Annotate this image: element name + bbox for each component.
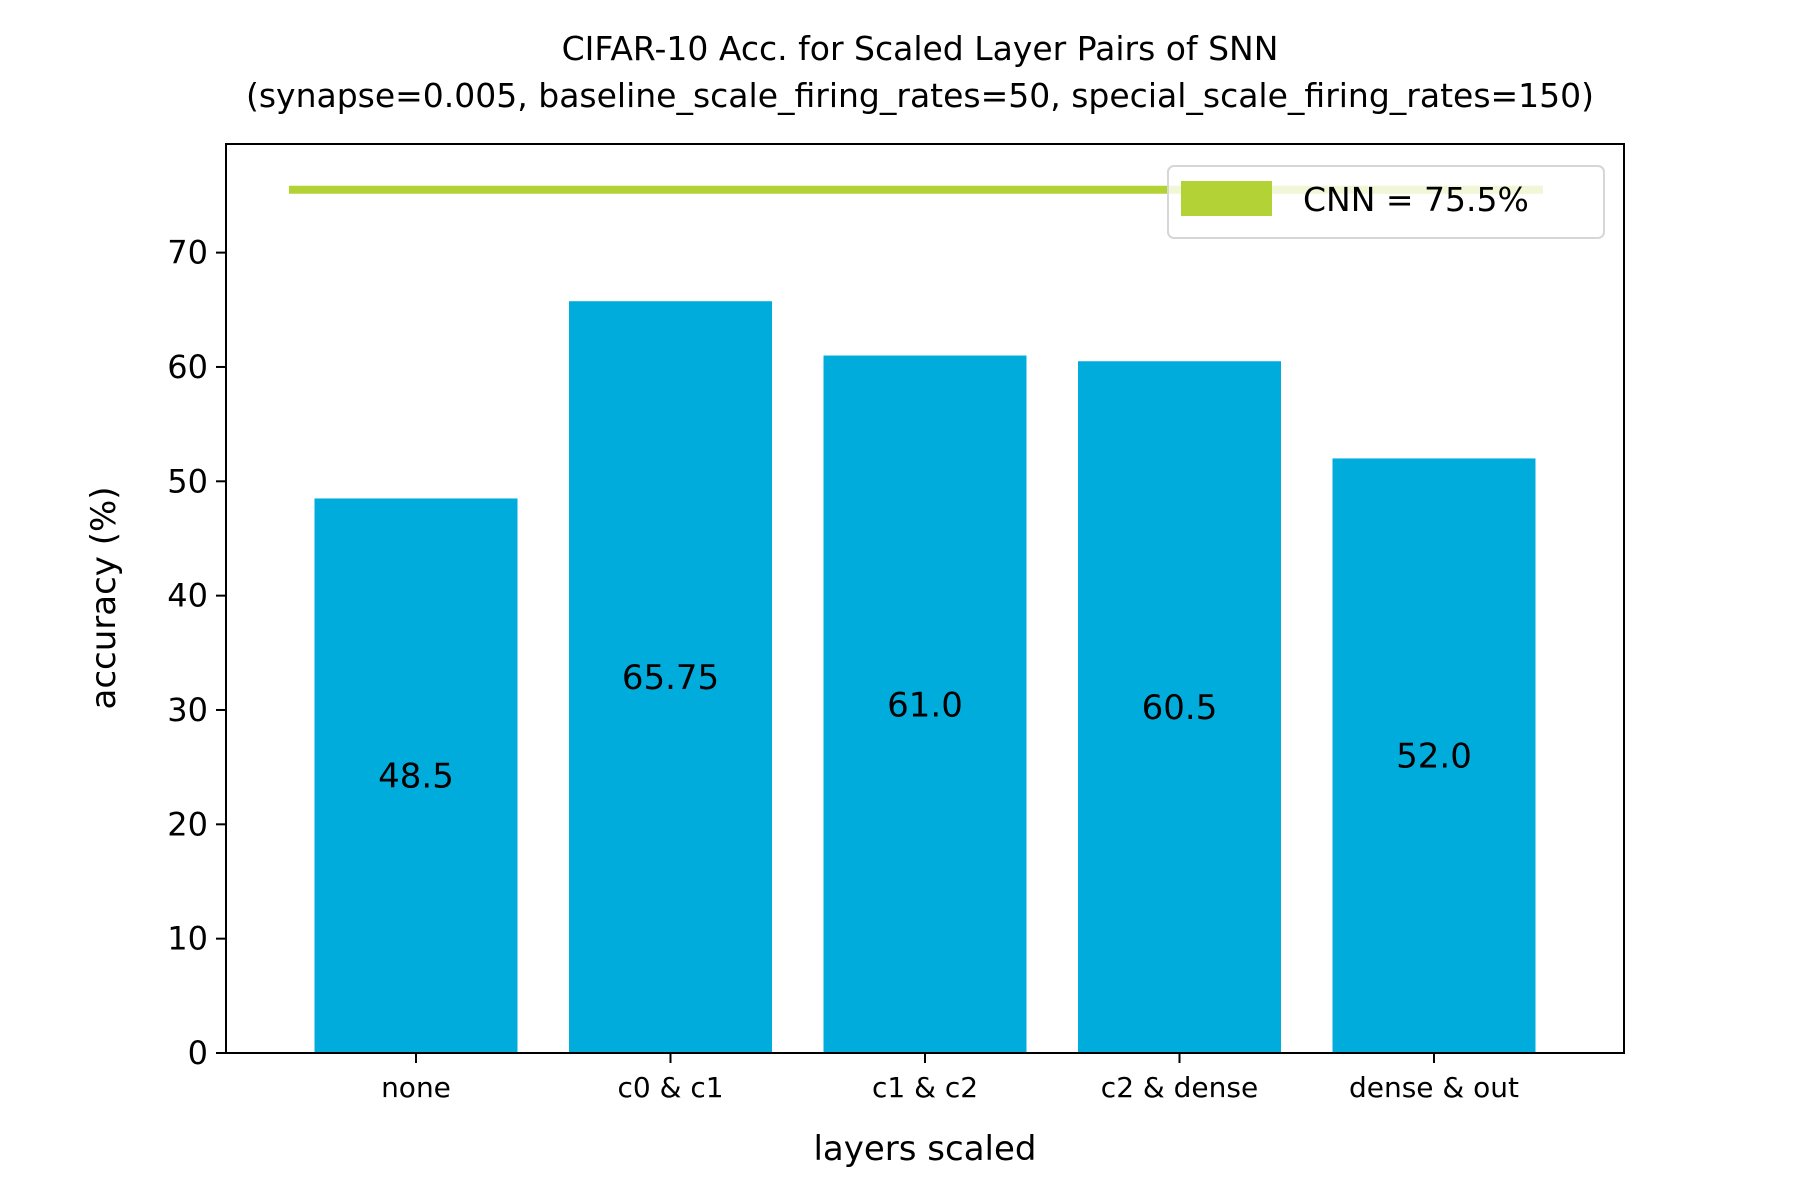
x-axis-label: layers scaled xyxy=(813,1129,1036,1169)
bar-3 xyxy=(823,355,1027,1053)
x-tick-label: c1 & c2 xyxy=(872,1071,978,1104)
y-tick-label: 0 xyxy=(188,1034,208,1072)
x-tick-label: c0 & c1 xyxy=(617,1071,723,1104)
bar-value-label: 52.0 xyxy=(1396,737,1472,777)
legend-entry-label: CNN = 75.5% xyxy=(1303,180,1529,219)
legend-box xyxy=(1167,165,1605,239)
y-tick-label: 70 xyxy=(167,234,208,272)
bar-4 xyxy=(1078,361,1281,1054)
y-tick-label: 50 xyxy=(167,462,208,500)
x-tick-label: dense & out xyxy=(1349,1071,1519,1104)
legend-swatch xyxy=(1181,181,1272,216)
bar-5 xyxy=(1332,458,1536,1053)
x-axis: none c0 & c1 c1 & c2 c2 & dense dense & out xyxy=(381,1053,1519,1104)
y-tick-label: 10 xyxy=(167,920,208,958)
y-axis-label: accuracy (%) xyxy=(84,486,124,709)
bar-value-label: 61.0 xyxy=(887,685,963,725)
bar-value-label: 65.75 xyxy=(622,658,719,698)
y-axis: 0 10 20 30 40 50 60 70 xyxy=(167,234,226,1072)
x-tick-label: none xyxy=(381,1071,451,1104)
bar-1 xyxy=(314,498,518,1053)
bars-layer: 48.5 65.75 61.0 60.5 52.0 xyxy=(314,301,1536,1054)
x-tick-label: c2 & dense xyxy=(1101,1071,1258,1104)
chart-title: CIFAR-10 Acc. for Scaled Layer Pairs of … xyxy=(562,29,1279,68)
bar-2 xyxy=(569,301,772,1053)
y-tick-label: 60 xyxy=(167,348,208,386)
y-tick-label: 20 xyxy=(167,805,208,843)
legend: CNN = 75.5% xyxy=(1167,165,1605,239)
bar-value-label: 60.5 xyxy=(1142,688,1218,728)
y-tick-label: 30 xyxy=(167,691,208,729)
y-tick-label: 40 xyxy=(167,577,208,615)
chart-subtitle: (synapse=0.005, baseline_scale_firing_ra… xyxy=(246,76,1594,115)
bar-value-label: 48.5 xyxy=(378,757,454,797)
